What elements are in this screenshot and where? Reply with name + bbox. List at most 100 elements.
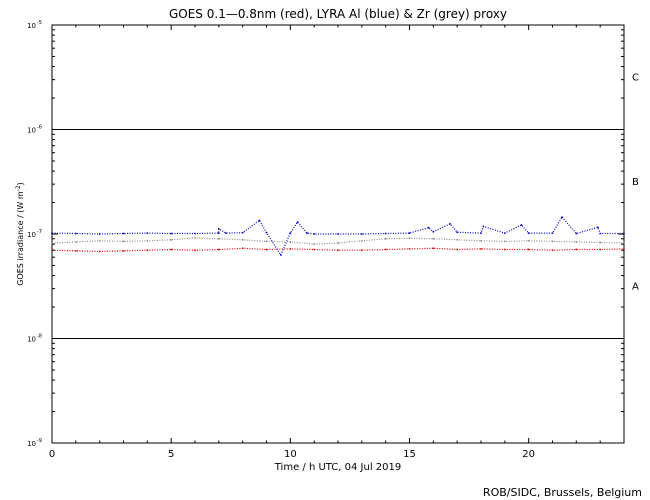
series-point: [623, 248, 625, 250]
y-tick-exponent: -5: [37, 20, 42, 26]
series-point: [98, 239, 101, 242]
series-point: [482, 225, 485, 228]
series-point: [194, 249, 196, 252]
series-point: [551, 240, 554, 243]
series-point: [122, 232, 125, 235]
series-point: [432, 237, 435, 240]
x-tick-label: 10: [284, 449, 297, 460]
data-series: [51, 216, 625, 257]
series-point: [596, 226, 599, 229]
series-point: [384, 237, 387, 240]
series-point: [384, 248, 387, 251]
series-point: [74, 241, 77, 243]
x-tick-label: 20: [522, 449, 535, 460]
x-axis-label: Time / h UTC, 04 Jul 2019: [274, 462, 402, 473]
series-point: [170, 232, 173, 235]
series-point: [289, 248, 292, 250]
series-point: [527, 248, 530, 251]
series-point: [575, 241, 578, 243]
series-point: [217, 248, 220, 251]
x-tick-label: 5: [168, 449, 174, 460]
x-tick-label: 15: [403, 449, 416, 460]
x-tick-label: 0: [49, 449, 55, 460]
y-tick-exponent: -7: [37, 229, 42, 235]
series-point: [337, 242, 339, 244]
series-point: [313, 248, 316, 251]
series-point: [217, 227, 220, 230]
flare-level-lines: [52, 129, 624, 339]
series-point: [408, 248, 411, 250]
series-point: [289, 232, 292, 235]
series-point: [551, 232, 554, 235]
series-point: [360, 239, 363, 242]
series-point: [480, 248, 482, 250]
series-point: [337, 233, 339, 235]
series-point: [146, 232, 149, 235]
flare-class-label: C: [632, 73, 639, 84]
series-point: [408, 232, 411, 235]
series-point: [432, 230, 435, 233]
flare-class-label: B: [632, 177, 639, 188]
series-point: [599, 248, 602, 251]
y-tick-label: 10: [27, 127, 36, 135]
series-point: [225, 232, 227, 235]
series-point: [265, 248, 268, 251]
credit-text: ROB/SIDC, Brussels, Belgium: [483, 486, 642, 499]
series-point: [456, 231, 459, 234]
series-point: [480, 232, 482, 235]
series-point: [503, 232, 506, 235]
series-point: [561, 216, 563, 219]
series-point: [527, 232, 530, 235]
series-point: [480, 239, 482, 242]
series-point: [217, 232, 220, 235]
series-point: [146, 239, 149, 242]
series-point: [456, 238, 459, 241]
y-tick-label: 10: [27, 440, 36, 448]
series-point: [122, 249, 125, 252]
series-point: [313, 243, 316, 246]
series-point: [296, 221, 299, 223]
series-point: [360, 233, 363, 235]
chart-title: GOES 0.1—0.8nm (red), LYRA Al (blue) & Z…: [169, 7, 507, 21]
y-axis: 10-510-610-710-810-9: [27, 20, 624, 448]
series-point: [217, 237, 220, 240]
series-point: [337, 249, 339, 252]
series-point: [599, 232, 602, 235]
series-point: [74, 249, 77, 252]
series-point: [503, 248, 506, 251]
series-point: [258, 219, 261, 222]
series-point: [51, 242, 53, 244]
series-point: [456, 248, 459, 251]
series-point: [279, 254, 282, 256]
series-point: [170, 238, 173, 241]
flare-class-labels: C B A: [632, 73, 639, 293]
y-tick-label: 10: [27, 336, 36, 344]
series-point: [599, 241, 602, 244]
series-point: [623, 242, 625, 244]
series-point: [194, 236, 196, 239]
series-point: [241, 231, 244, 234]
series-point: [170, 248, 173, 251]
series-point: [313, 233, 316, 235]
series-point: [449, 222, 451, 225]
series-point: [306, 232, 308, 235]
series-point: [265, 240, 268, 243]
series-point: [427, 226, 430, 229]
flare-class-label: A: [632, 282, 639, 293]
series-point: [527, 239, 530, 242]
y-tick-label: 10: [27, 22, 36, 30]
y-tick-label: 10: [27, 231, 36, 239]
y-axis-label: GOES irradiance / (W m-2): [15, 182, 25, 286]
series-point: [122, 240, 125, 243]
y-tick-exponent: -8: [37, 334, 42, 340]
y-tick-exponent: -6: [37, 125, 42, 131]
series-point: [408, 237, 411, 240]
series-point: [74, 232, 77, 235]
series-point: [360, 249, 363, 252]
series-point: [265, 231, 268, 234]
series-point: [194, 232, 196, 235]
series-point: [575, 248, 578, 251]
series-point: [241, 238, 244, 241]
series-point: [503, 240, 506, 243]
